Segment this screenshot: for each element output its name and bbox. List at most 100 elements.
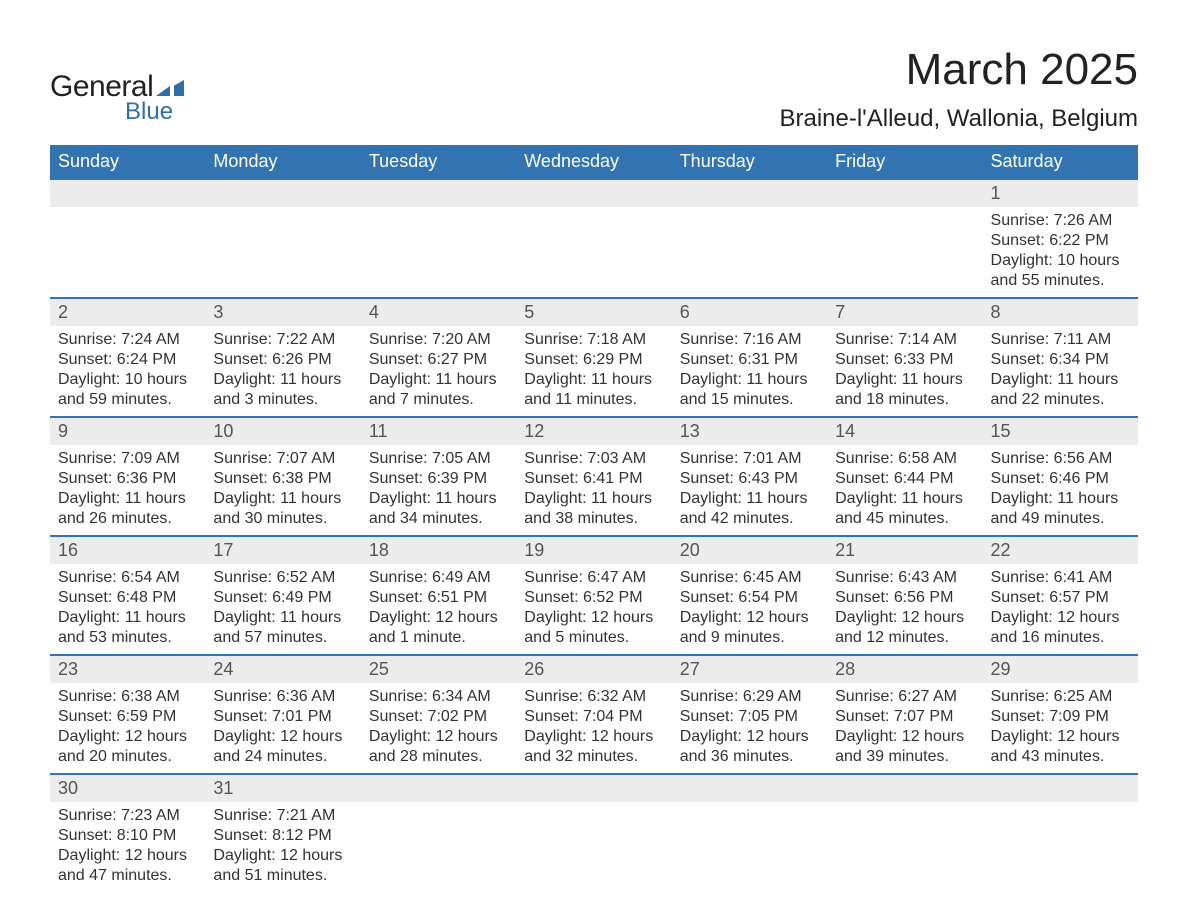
sunset-text: Sunset: 6:41 PM: [524, 469, 663, 489]
day-number: 15: [983, 418, 1138, 445]
daylight-text: Daylight: 12 hours: [369, 727, 508, 747]
sunrise-text: Sunrise: 6:25 AM: [991, 687, 1130, 707]
day-cell: [672, 802, 827, 892]
day-number: 30: [50, 775, 205, 802]
sunset-text: Sunset: 8:10 PM: [58, 826, 197, 846]
daylight-text: and 5 minutes.: [524, 628, 663, 648]
sunset-text: Sunset: 6:54 PM: [680, 588, 819, 608]
day-cell: Sunrise: 6:56 AMSunset: 6:46 PMDaylight:…: [983, 445, 1138, 535]
day-cell: Sunrise: 7:22 AMSunset: 6:26 PMDaylight:…: [205, 326, 360, 416]
sunrise-text: Sunrise: 6:54 AM: [58, 568, 197, 588]
day-number: 16: [50, 537, 205, 564]
daylight-text: and 15 minutes.: [680, 390, 819, 410]
sunrise-text: Sunrise: 7:18 AM: [524, 330, 663, 350]
weekday-label: Wednesday: [516, 145, 671, 178]
day-cell: [516, 802, 671, 892]
day-cell: [672, 207, 827, 297]
daylight-text: and 45 minutes.: [835, 509, 974, 529]
day-cell: [827, 802, 982, 892]
sunset-text: Sunset: 6:29 PM: [524, 350, 663, 370]
day-number: 27: [672, 656, 827, 683]
day-cell: Sunrise: 6:45 AMSunset: 6:54 PMDaylight:…: [672, 564, 827, 654]
day-number-row: 16171819202122: [50, 535, 1138, 564]
day-number: [516, 775, 671, 802]
sunrise-text: Sunrise: 6:29 AM: [680, 687, 819, 707]
day-number: 10: [205, 418, 360, 445]
daylight-text: Daylight: 11 hours: [369, 370, 508, 390]
sunset-text: Sunset: 6:39 PM: [369, 469, 508, 489]
sunset-text: Sunset: 6:33 PM: [835, 350, 974, 370]
day-number-row: 23242526272829: [50, 654, 1138, 683]
sunrise-text: Sunrise: 7:22 AM: [213, 330, 352, 350]
day-number-row: 3031: [50, 773, 1138, 802]
day-number: 21: [827, 537, 982, 564]
daylight-text: and 47 minutes.: [58, 866, 197, 886]
sunrise-text: Sunrise: 7:09 AM: [58, 449, 197, 469]
sunrise-text: Sunrise: 7:01 AM: [680, 449, 819, 469]
day-cell: Sunrise: 6:41 AMSunset: 6:57 PMDaylight:…: [983, 564, 1138, 654]
daylight-text: and 43 minutes.: [991, 747, 1130, 767]
day-cell: Sunrise: 7:11 AMSunset: 6:34 PMDaylight:…: [983, 326, 1138, 416]
day-cell: Sunrise: 6:54 AMSunset: 6:48 PMDaylight:…: [50, 564, 205, 654]
sunset-text: Sunset: 7:07 PM: [835, 707, 974, 727]
day-cell: Sunrise: 7:07 AMSunset: 6:38 PMDaylight:…: [205, 445, 360, 535]
daylight-text: Daylight: 11 hours: [213, 608, 352, 628]
sunset-text: Sunset: 6:46 PM: [991, 469, 1130, 489]
day-data-row: Sunrise: 6:54 AMSunset: 6:48 PMDaylight:…: [50, 564, 1138, 654]
sunrise-text: Sunrise: 7:05 AM: [369, 449, 508, 469]
day-cell: Sunrise: 7:21 AMSunset: 8:12 PMDaylight:…: [205, 802, 360, 892]
weekday-label: Tuesday: [361, 145, 516, 178]
day-data-row: Sunrise: 7:23 AMSunset: 8:10 PMDaylight:…: [50, 802, 1138, 892]
weekday-label: Saturday: [983, 145, 1138, 178]
sunrise-text: Sunrise: 7:23 AM: [58, 806, 197, 826]
sunset-text: Sunset: 6:59 PM: [58, 707, 197, 727]
day-cell: Sunrise: 6:27 AMSunset: 7:07 PMDaylight:…: [827, 683, 982, 773]
day-number: 6: [672, 299, 827, 326]
sunrise-text: Sunrise: 6:32 AM: [524, 687, 663, 707]
day-number: 26: [516, 656, 671, 683]
day-number: [205, 180, 360, 207]
day-cell: Sunrise: 6:25 AMSunset: 7:09 PMDaylight:…: [983, 683, 1138, 773]
sunset-text: Sunset: 6:49 PM: [213, 588, 352, 608]
day-number: 5: [516, 299, 671, 326]
sunrise-text: Sunrise: 7:24 AM: [58, 330, 197, 350]
day-number: 24: [205, 656, 360, 683]
daylight-text: Daylight: 11 hours: [58, 489, 197, 509]
day-number: 9: [50, 418, 205, 445]
day-number-row: 1: [50, 178, 1138, 207]
day-number: 23: [50, 656, 205, 683]
daylight-text: and 26 minutes.: [58, 509, 197, 529]
daylight-text: Daylight: 11 hours: [369, 489, 508, 509]
sunset-text: Sunset: 6:56 PM: [835, 588, 974, 608]
day-number: [827, 180, 982, 207]
daylight-text: Daylight: 12 hours: [991, 608, 1130, 628]
daylight-text: and 24 minutes.: [213, 747, 352, 767]
daylight-text: and 11 minutes.: [524, 390, 663, 410]
daylight-text: and 12 minutes.: [835, 628, 974, 648]
day-number: 2: [50, 299, 205, 326]
day-number: 4: [361, 299, 516, 326]
day-number: 3: [205, 299, 360, 326]
daylight-text: Daylight: 11 hours: [524, 489, 663, 509]
daylight-text: Daylight: 12 hours: [680, 608, 819, 628]
daylight-text: and 22 minutes.: [991, 390, 1130, 410]
day-cell: Sunrise: 7:03 AMSunset: 6:41 PMDaylight:…: [516, 445, 671, 535]
day-cell: Sunrise: 7:16 AMSunset: 6:31 PMDaylight:…: [672, 326, 827, 416]
day-cell: Sunrise: 7:09 AMSunset: 6:36 PMDaylight:…: [50, 445, 205, 535]
sunrise-text: Sunrise: 6:43 AM: [835, 568, 974, 588]
daylight-text: and 20 minutes.: [58, 747, 197, 767]
daylight-text: Daylight: 11 hours: [58, 608, 197, 628]
day-number: [672, 775, 827, 802]
day-cell: Sunrise: 7:14 AMSunset: 6:33 PMDaylight:…: [827, 326, 982, 416]
daylight-text: and 55 minutes.: [991, 271, 1130, 291]
sunrise-text: Sunrise: 6:58 AM: [835, 449, 974, 469]
sunset-text: Sunset: 6:38 PM: [213, 469, 352, 489]
daylight-text: Daylight: 12 hours: [680, 727, 819, 747]
daylight-text: Daylight: 12 hours: [991, 727, 1130, 747]
day-number: 14: [827, 418, 982, 445]
day-cell: Sunrise: 6:29 AMSunset: 7:05 PMDaylight:…: [672, 683, 827, 773]
daylight-text: Daylight: 11 hours: [680, 489, 819, 509]
sunrise-text: Sunrise: 6:45 AM: [680, 568, 819, 588]
day-cell: Sunrise: 6:38 AMSunset: 6:59 PMDaylight:…: [50, 683, 205, 773]
day-number: 13: [672, 418, 827, 445]
